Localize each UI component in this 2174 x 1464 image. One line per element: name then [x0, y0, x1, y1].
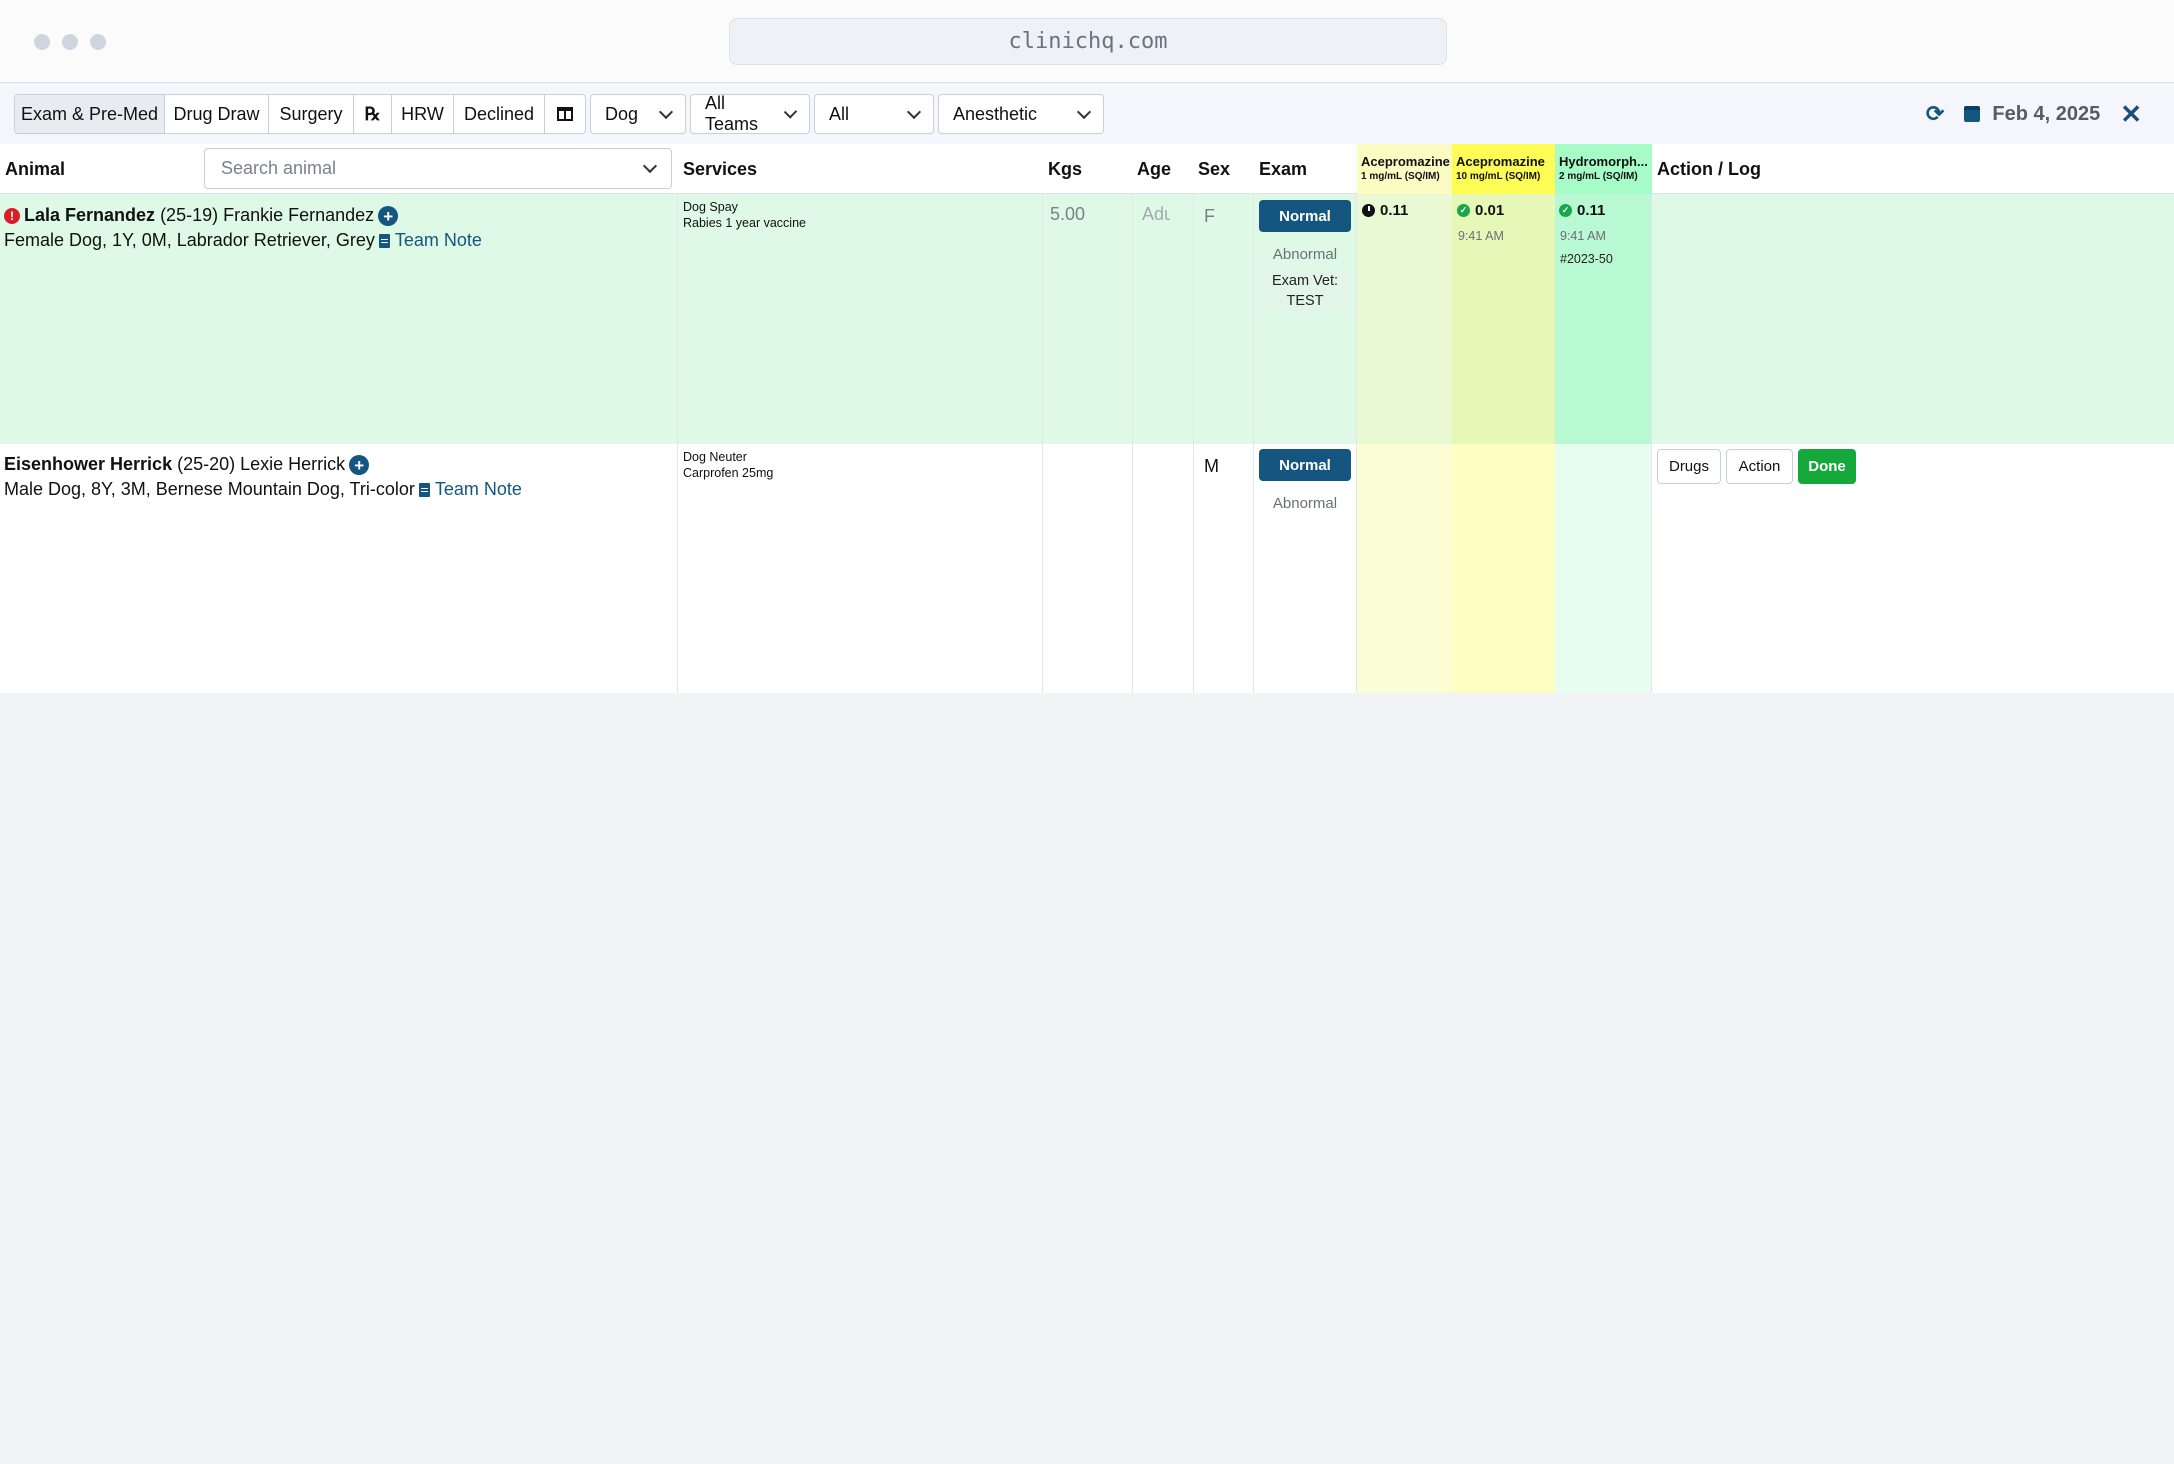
header-exam: Exam	[1259, 158, 1308, 179]
service-item: Dog Spay	[683, 200, 738, 214]
species-select[interactable]: Dog	[590, 94, 686, 134]
service-item: Dog Neuter	[683, 450, 747, 464]
browser-chrome: clinichq.com	[0, 0, 2174, 83]
animal-id: (25-19)	[160, 205, 219, 225]
toolbar: Exam & Pre-Med Drug Draw Surgery ℞ HRW D…	[0, 84, 2174, 144]
window-controls	[34, 34, 106, 50]
dose-value[interactable]: 0.11	[1362, 202, 1408, 219]
chevron-down-icon	[658, 104, 674, 119]
animal-cell: Eisenhower Herrick (25-20) Lexie Herrick…	[4, 452, 674, 502]
dose-time: 9:41 AM	[1560, 229, 1606, 243]
refresh-icon[interactable]: ⟳	[1925, 101, 1945, 126]
drug-header-1: Acepromazine 1 mg/mL (SQ/IM)	[1357, 144, 1452, 194]
header-action-log: Action / Log	[1657, 158, 1761, 179]
animal-name[interactable]: Lala Fernandez	[24, 205, 156, 225]
tab-drug-draw[interactable]: Drug Draw	[165, 95, 269, 133]
action-button[interactable]: Action	[1726, 449, 1793, 484]
service-item: Rabies 1 year vaccine	[683, 216, 806, 230]
team-note-link[interactable]: Team Note	[394, 230, 482, 250]
drugs-button[interactable]: Drugs	[1657, 449, 1721, 484]
animal-name[interactable]: Eisenhower Herrick	[4, 454, 173, 474]
exam-abnormal-button[interactable]: Abnormal	[1272, 495, 1338, 512]
check-icon: ✓	[1559, 204, 1572, 217]
chevron-down-icon	[906, 104, 922, 119]
services-cell: Dog Neuter Carprofen 25mg	[683, 449, 773, 481]
tab-hrw[interactable]: HRW	[392, 95, 454, 133]
drug-header-2: Acepromazine 10 mg/mL (SQ/IM)	[1452, 144, 1555, 194]
tab-exam-pre-med[interactable]: Exam & Pre-Med	[15, 95, 165, 133]
dose-time: 9:41 AM	[1458, 229, 1504, 243]
columns-toggle-button[interactable]	[545, 95, 585, 133]
lot-number: #2023-50	[1560, 252, 1613, 266]
note-document-icon	[418, 483, 430, 498]
exam-abnormal-button[interactable]: Abnormal	[1272, 246, 1338, 263]
owner-name: Lexie Herrick	[240, 454, 346, 474]
alert-icon: !	[4, 208, 20, 225]
tab-surgery[interactable]: Surgery	[269, 95, 354, 133]
done-button[interactable]: Done	[1798, 449, 1856, 484]
owner-name: Frankie Fernandez	[223, 205, 375, 225]
header-age: Age	[1137, 158, 1172, 179]
note-document-icon	[378, 234, 390, 249]
chevron-down-icon	[1076, 104, 1092, 119]
add-icon[interactable]: +	[349, 455, 370, 476]
search-animal-input[interactable]: Search animal	[204, 148, 672, 189]
exam-vet: Exam Vet: TEST	[1259, 271, 1351, 311]
category-select[interactable]: Anesthetic	[938, 94, 1104, 134]
minimize-window-dot[interactable]	[62, 34, 78, 50]
header-animal: Animal	[5, 158, 66, 179]
header-services: Services	[683, 158, 758, 179]
animal-details: Male Dog, 8Y, 3M, Bernese Mountain Dog, …	[4, 479, 415, 499]
date-display[interactable]: Feb 4, 2025	[1992, 102, 2101, 125]
dose-value[interactable]: ✓ 0.01	[1457, 202, 1504, 219]
add-icon[interactable]: +	[378, 206, 399, 227]
table-header: Animal Search animal Services Kgs Age Se…	[0, 144, 2174, 194]
chevron-down-icon	[642, 158, 658, 174]
columns-icon	[557, 107, 573, 121]
address-bar[interactable]: clinichq.com	[729, 18, 1447, 65]
services-cell: Dog Spay Rabies 1 year vaccine	[683, 199, 806, 231]
toolbar-right: ⟳ Feb 4, 2025 ✕	[1926, 84, 2142, 144]
teams-select[interactable]: All Teams	[690, 93, 810, 134]
tab-declined[interactable]: Declined	[454, 95, 545, 133]
sex-value[interactable]: F	[1204, 206, 1215, 226]
team-note-link[interactable]: Team Note	[434, 479, 522, 499]
close-window-dot[interactable]	[34, 34, 50, 50]
patient-table: Animal Search animal Services Kgs Age Se…	[0, 144, 2174, 693]
drug-header-3: Hydromorph... 2 mg/mL (SQ/IM)	[1555, 144, 1652, 194]
dose-value[interactable]: ✓ 0.11	[1559, 202, 1605, 219]
age-input[interactable]: Adult	[1142, 204, 1170, 224]
header-sex: Sex	[1198, 158, 1231, 179]
table-row	[0, 194, 2174, 444]
tab-prescriptions[interactable]: ℞	[354, 95, 392, 133]
status-select[interactable]: All	[814, 94, 934, 134]
view-tabs: Exam & Pre-Med Drug Draw Surgery ℞ HRW D…	[14, 94, 586, 134]
weight-value[interactable]: 5.00	[1050, 204, 1086, 224]
service-item: Carprofen 25mg	[683, 466, 774, 480]
calendar-icon[interactable]	[1964, 106, 1981, 122]
chevron-down-icon	[783, 104, 798, 119]
clock-icon	[1362, 204, 1375, 217]
header-kgs: Kgs	[1048, 158, 1083, 179]
animal-id: (25-20)	[177, 454, 236, 474]
close-icon[interactable]: ✕	[2120, 98, 2142, 129]
exam-normal-button[interactable]: Normal	[1259, 449, 1351, 481]
check-icon: ✓	[1457, 204, 1470, 217]
animal-details: Female Dog, 1Y, 0M, Labrador Retriever, …	[4, 230, 375, 250]
animal-cell: ! Lala Fernandez (25-19) Frankie Fernande…	[4, 203, 674, 253]
sex-value[interactable]: M	[1204, 456, 1219, 476]
exam-normal-button[interactable]: Normal	[1259, 200, 1351, 232]
maximize-window-dot[interactable]	[90, 34, 106, 50]
